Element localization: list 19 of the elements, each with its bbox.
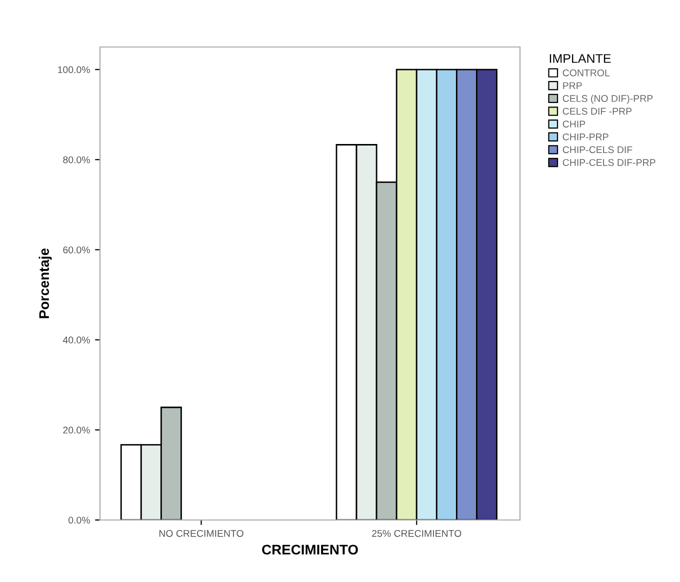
legend-label: CELS (NO DIF)-PRP	[562, 94, 653, 104]
legend-label: CHIP-CELS DIF-PRP	[562, 159, 656, 166]
y-tick-label: 0.0%	[68, 516, 90, 524]
legend-label: CHIP-PRP	[562, 133, 608, 140]
x-tick-label: 25% CRECIMIENTO	[372, 530, 462, 537]
y-tick-label: 80.0%	[63, 156, 90, 164]
y-tick-label: 20.0%	[63, 426, 90, 434]
legend-label: CHIP	[562, 120, 586, 128]
legend-label: CHIP-CELS DIF	[562, 146, 632, 154]
x-tick-label: NO CRECIMIENTO	[159, 530, 244, 537]
y-tick-label: 60.0%	[63, 246, 90, 254]
y-tick-label: 100.0%	[58, 66, 90, 74]
legend-label: CELS DIF -PRP	[562, 108, 632, 115]
x-axis-title: CRECIMIENTO	[262, 544, 358, 555]
legend-label: CONTROL	[562, 69, 610, 76]
legend-label: PRP	[563, 82, 582, 90]
y-axis-title: Porcentaje	[38, 248, 52, 318]
y-tick-label: 40.0%	[62, 336, 90, 344]
legend-title: IMPLANTE	[550, 54, 611, 63]
